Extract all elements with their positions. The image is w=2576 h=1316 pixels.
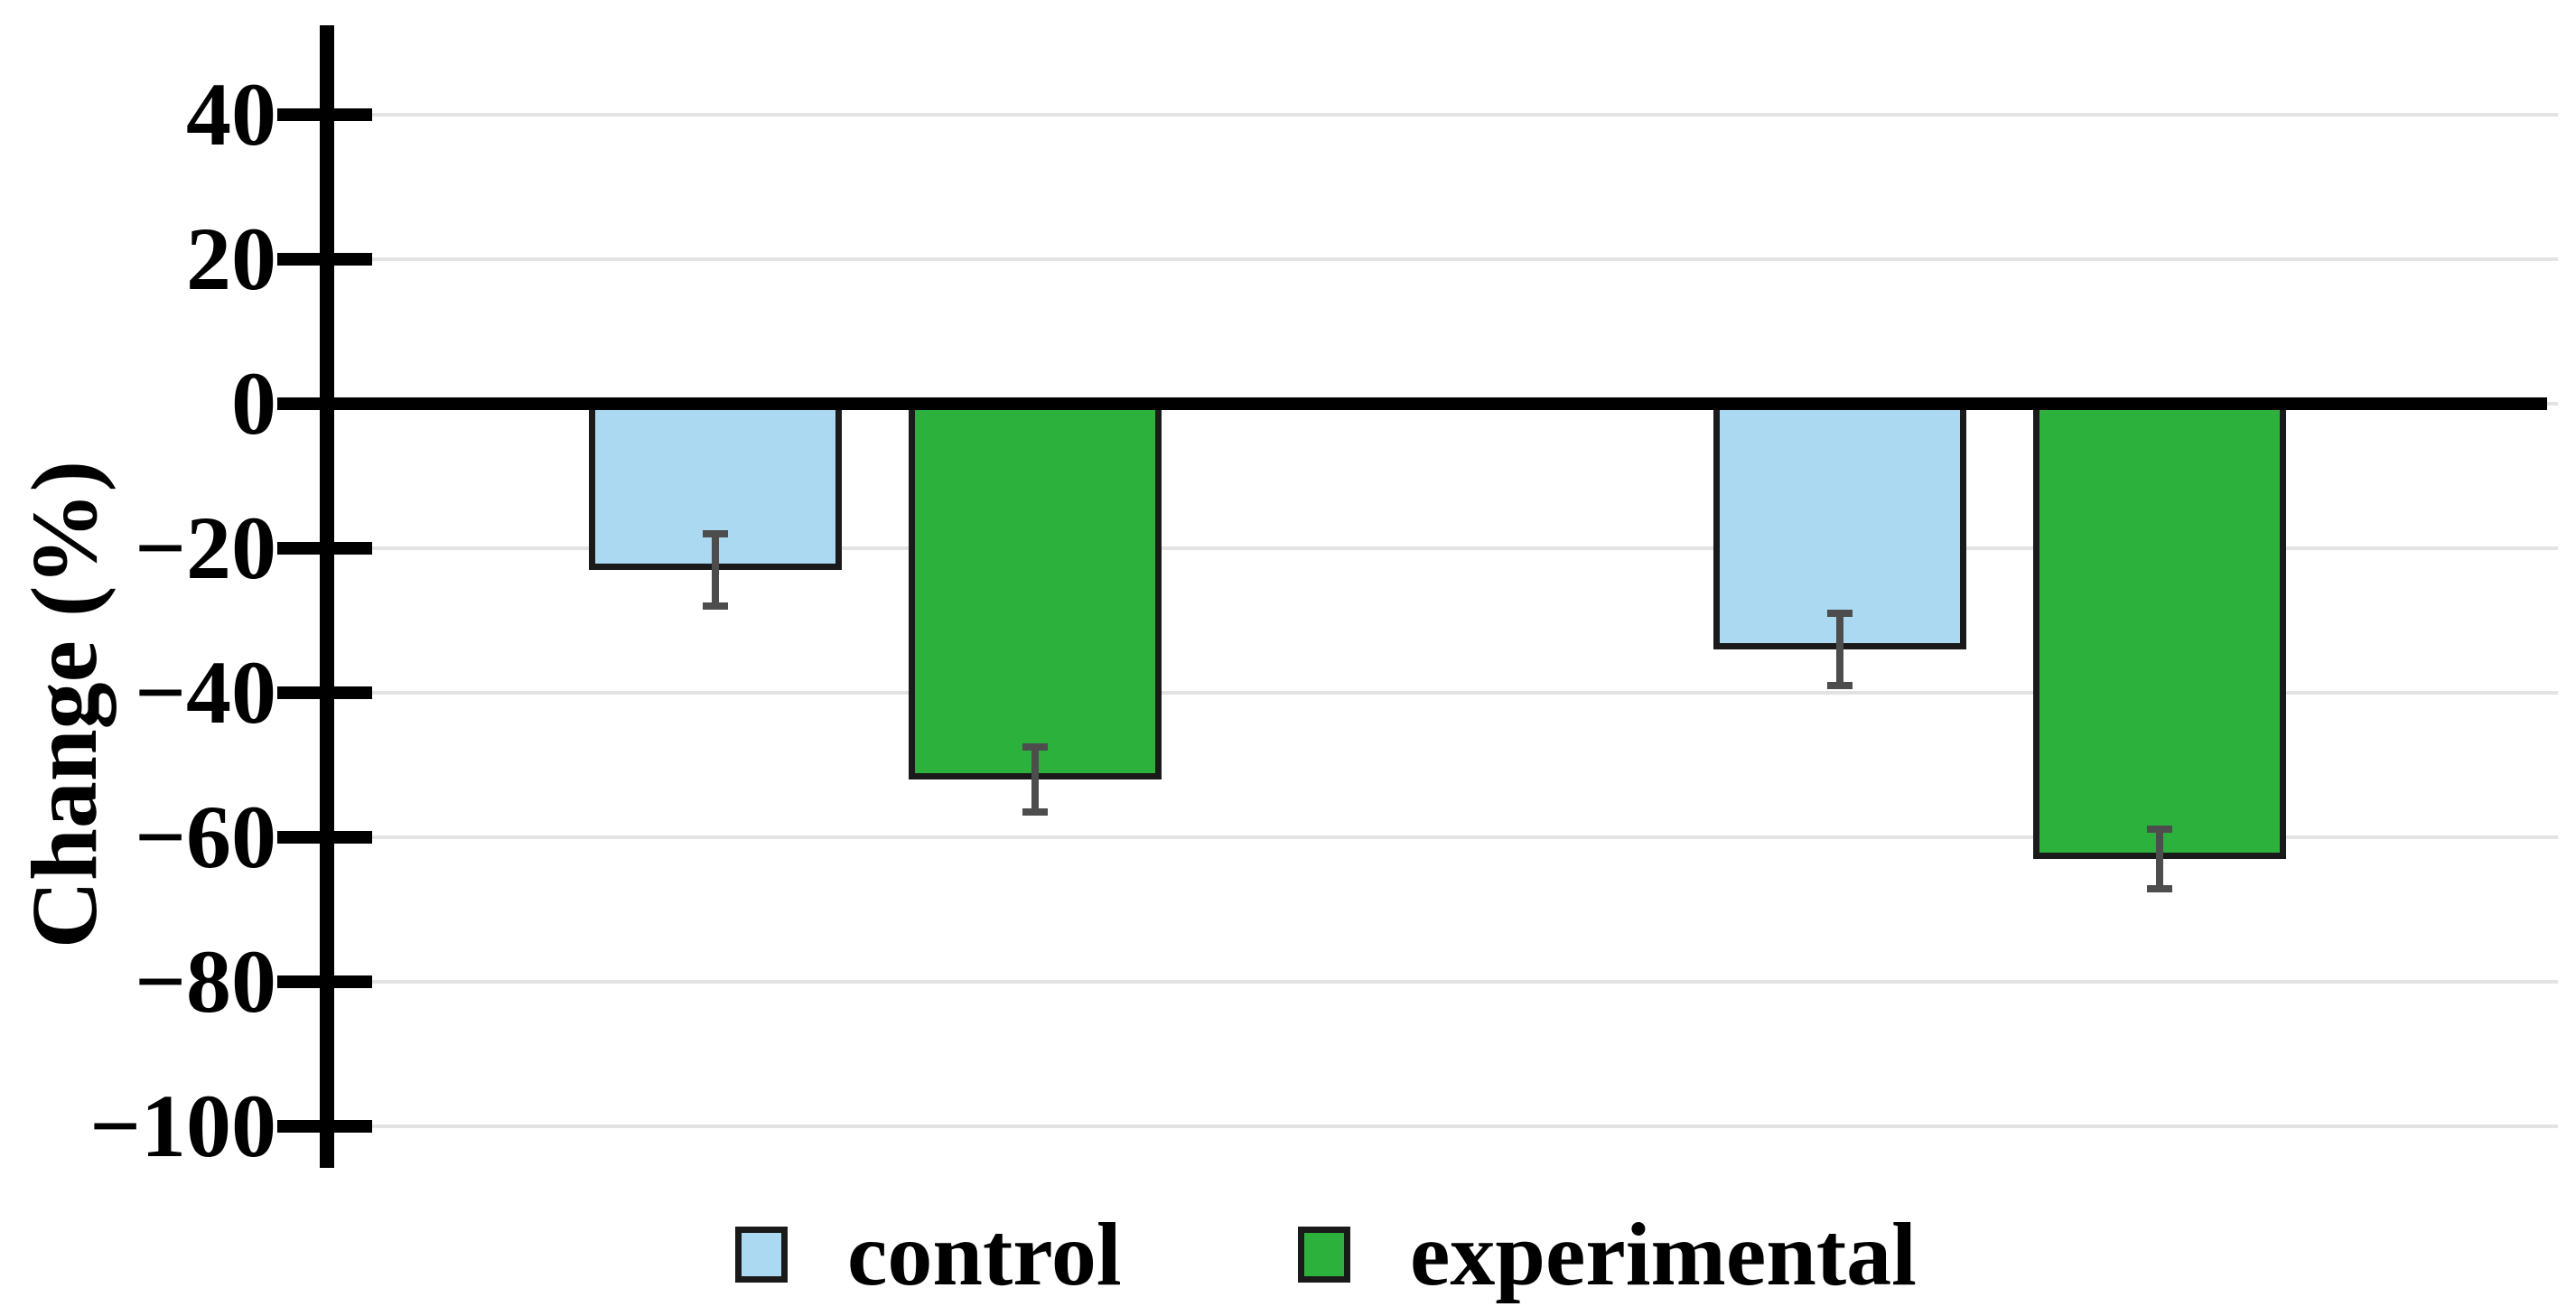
gridline (327, 980, 2558, 984)
y-tick-label: 0 (231, 353, 276, 453)
error-bar-control-group1 (703, 530, 728, 610)
y-tick-label: −60 (135, 787, 276, 887)
y-tick-label: −100 (89, 1076, 276, 1176)
y-tick-label: 20 (186, 209, 276, 309)
error-bar-cap-bottom (703, 602, 728, 610)
gridline (327, 257, 2558, 261)
error-bar-cap-bottom (2147, 884, 2172, 892)
error-bar-stem (712, 530, 719, 610)
error-bar-stem (1031, 743, 1039, 816)
gridline (327, 113, 2558, 117)
error-bar-cap-top (1022, 743, 1048, 751)
gridline (327, 691, 2558, 695)
error-bar-control-group2 (1827, 610, 1853, 689)
error-bar-experimental-group2 (2147, 826, 2172, 892)
error-bar-cap-top (1827, 610, 1853, 617)
error-bar-stem (1836, 610, 1843, 689)
y-tick-label: −80 (135, 931, 276, 1031)
y-tick-label: −20 (135, 498, 276, 598)
y-tick-label: 40 (186, 64, 276, 164)
bar-experimental-group2 (2033, 404, 2286, 859)
gridline (327, 835, 2558, 839)
error-bar-cap-top (703, 530, 728, 537)
error-bar-cap-bottom (1022, 808, 1048, 816)
gridline (327, 546, 2558, 550)
y-tick-label: −40 (135, 642, 276, 742)
bar-experimental-group1 (909, 404, 1162, 779)
error-bar-cap-bottom (1827, 682, 1853, 689)
gridline (327, 1125, 2558, 1128)
error-bar-stem (2156, 826, 2163, 892)
zero-line (277, 397, 2547, 410)
y-axis-line (320, 25, 334, 1168)
error-bar-experimental-group1 (1022, 743, 1048, 816)
error-bar-cap-top (2147, 826, 2172, 834)
